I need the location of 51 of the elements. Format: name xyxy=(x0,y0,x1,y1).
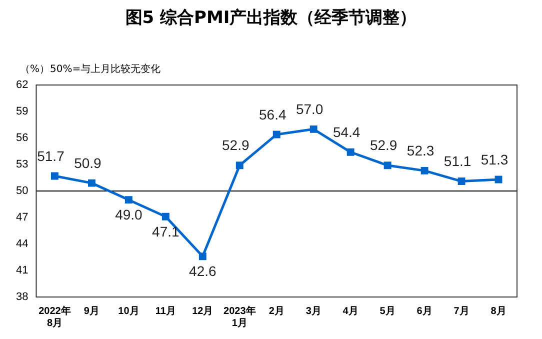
chart-title: 图5 综合PMI产出指数（经季节调整） xyxy=(124,7,418,29)
point xyxy=(310,125,318,133)
data-label: 52.3 xyxy=(406,142,434,159)
y-tick-label: 44 xyxy=(16,238,28,250)
x-tick-label: 9月 xyxy=(84,306,100,317)
y-tick-label: 53 xyxy=(16,158,28,171)
data-label: 51.3 xyxy=(480,151,508,168)
y-tick-label: 47 xyxy=(16,212,28,224)
x-tick-label: 8月 xyxy=(490,306,506,317)
y-axis-title: （%） xyxy=(20,63,50,76)
data-label: 52.9 xyxy=(370,137,398,154)
point xyxy=(272,130,280,138)
point xyxy=(420,166,428,174)
point xyxy=(88,179,96,187)
point xyxy=(346,148,354,156)
point xyxy=(51,172,58,180)
x-tick-label: 6月 xyxy=(416,306,432,317)
y-tick-label: 62 xyxy=(16,79,28,92)
x-tick-label: 2月 xyxy=(268,306,284,317)
data-label: 42.6 xyxy=(189,263,216,280)
point xyxy=(198,252,206,260)
x-tick-label: 5月 xyxy=(380,306,396,317)
y-tick-label: 56 xyxy=(16,132,28,144)
data-label: 49.0 xyxy=(115,206,143,223)
point xyxy=(124,196,132,204)
y-tick-label: 59 xyxy=(16,106,28,118)
x-tick-label: 7月 xyxy=(454,306,470,317)
text: 50%=与上月比较无变化 xyxy=(50,62,161,76)
point xyxy=(236,162,244,170)
x-tick-label: 12月 xyxy=(192,306,214,317)
x-tick-label: 2023年 1月 xyxy=(224,304,256,329)
y-tick-label: 38 xyxy=(16,291,28,304)
data-label: 56.4 xyxy=(258,106,286,122)
point xyxy=(162,212,170,220)
x-tick-label: 11月 xyxy=(155,306,176,317)
point xyxy=(458,178,466,186)
x-tick-label: 4月 xyxy=(342,306,358,317)
x-tick-label: 3月 xyxy=(306,306,322,317)
data-label: 54.4 xyxy=(332,124,360,140)
x-tick-label: 2022年 8月 xyxy=(38,304,71,329)
x-tick-label: 10月 xyxy=(118,306,140,317)
data-label: 47.1 xyxy=(152,223,180,240)
point xyxy=(384,162,392,170)
data-label: 50.9 xyxy=(74,154,102,171)
y-tick-label: 41 xyxy=(16,264,28,277)
data-label: 52.9 xyxy=(222,137,250,154)
data-label: 51.1 xyxy=(444,153,472,170)
data-label: 57.0 xyxy=(296,101,324,118)
y-tick-label: 50 xyxy=(16,185,28,198)
data-label: 51.7 xyxy=(37,148,65,164)
point xyxy=(494,176,502,184)
